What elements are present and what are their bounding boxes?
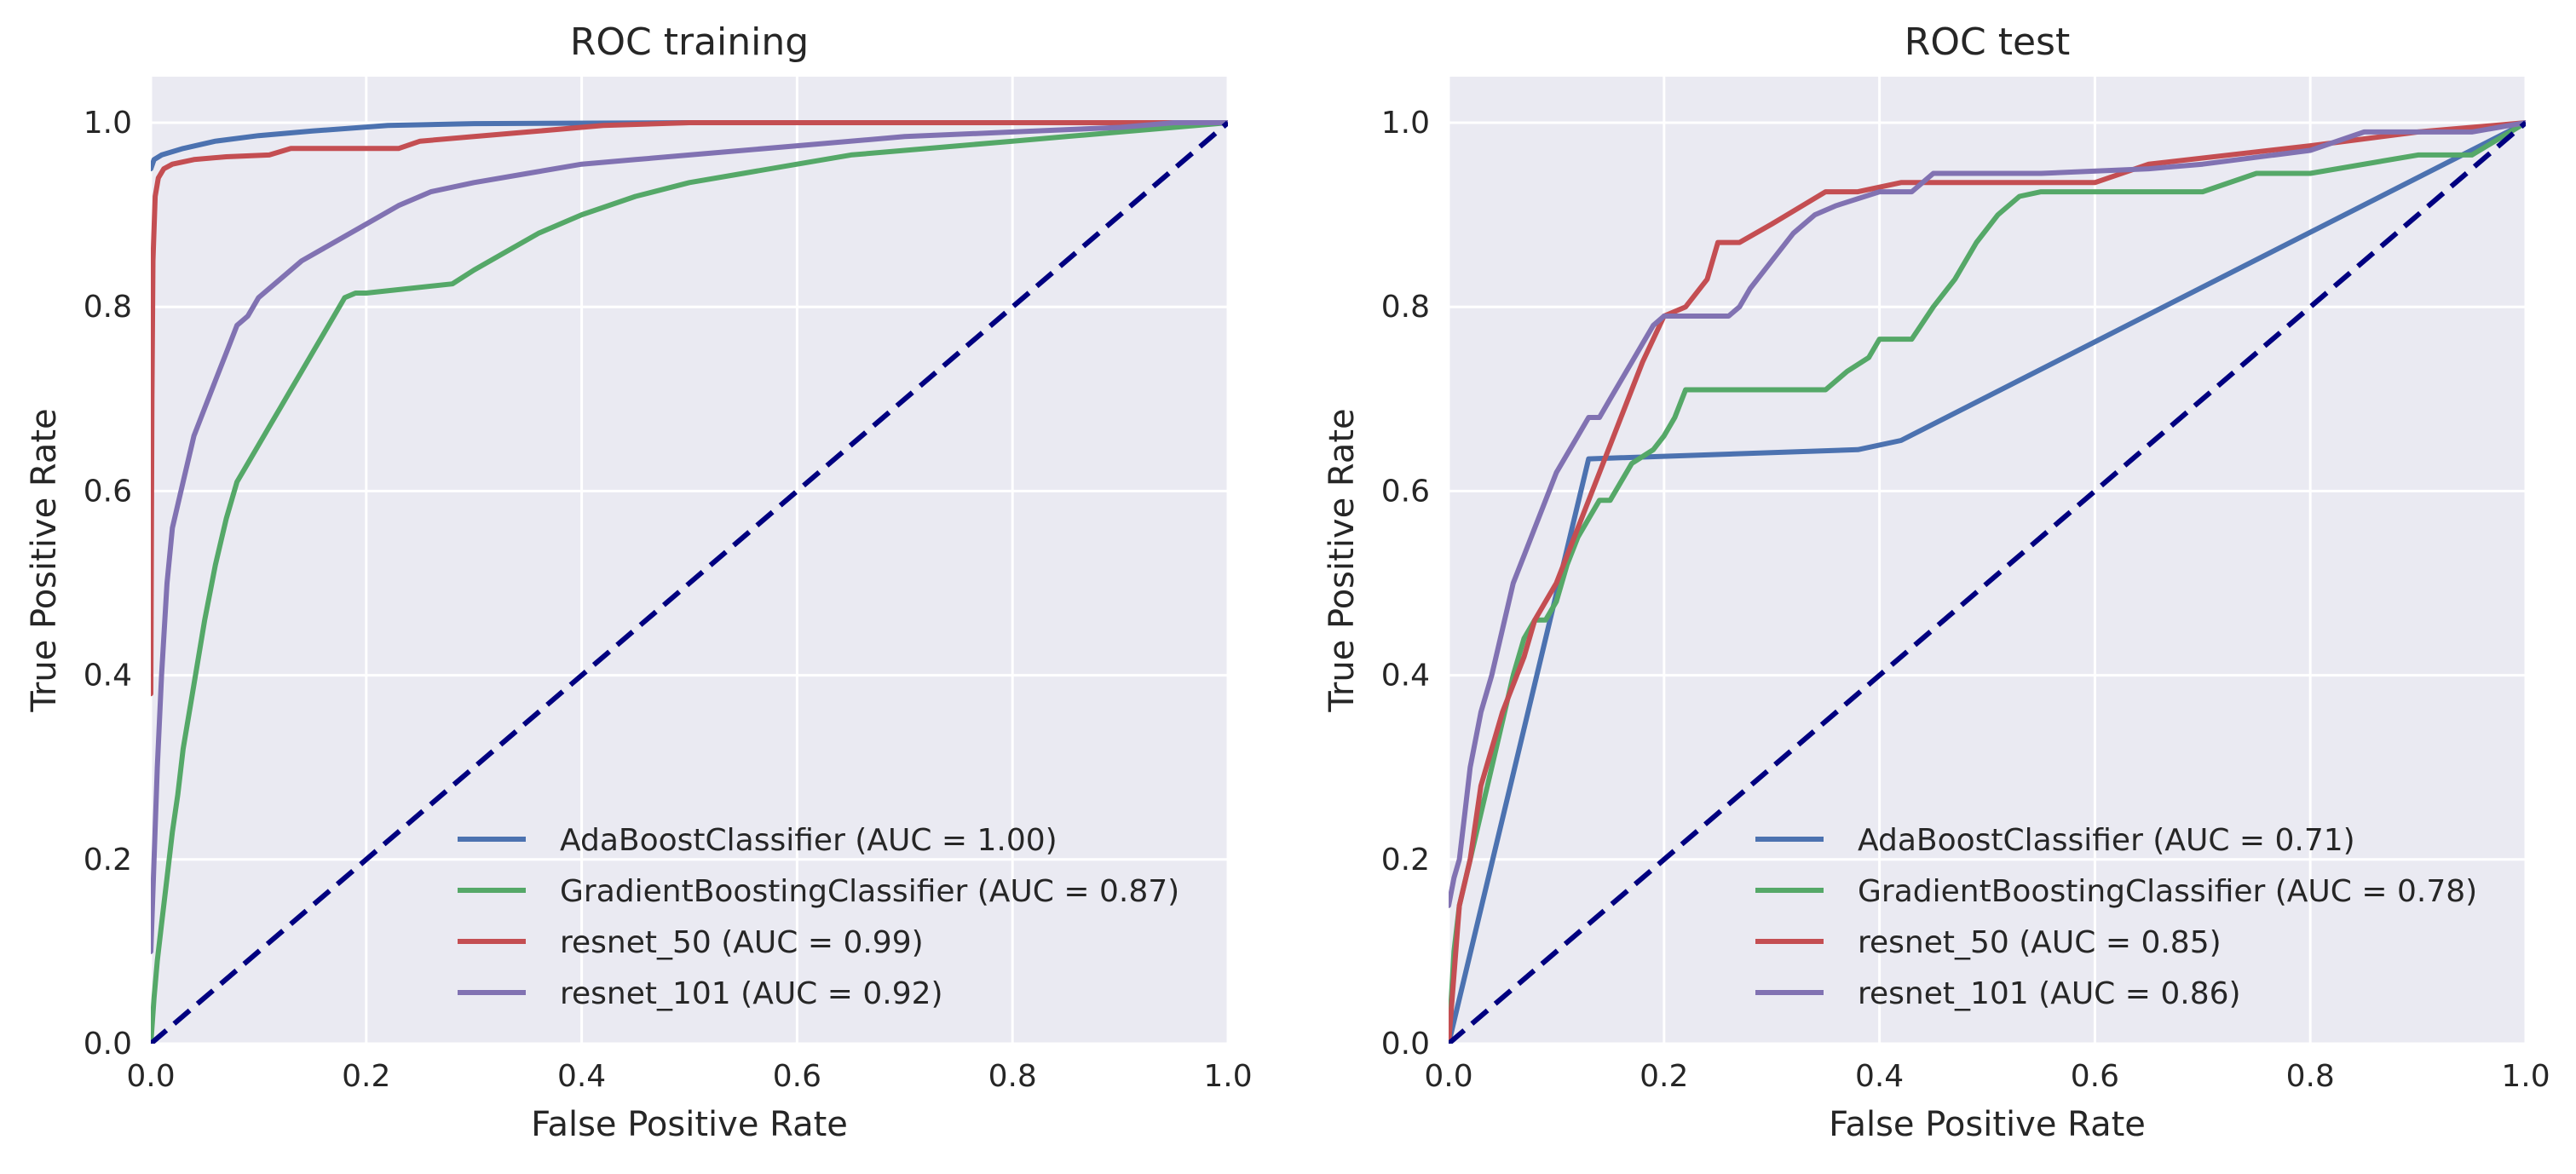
- plot-area: [1449, 77, 2526, 1044]
- legend-entry: resnet_50 (AUC = 0.85): [1858, 925, 2222, 960]
- roc-training-panel: 0.0 0.2 0.4 0.6 0.8 1.0 0.0 0.2 0.4 0.6 0.8 1.0 ROC…: [25, 20, 1253, 1144]
- y-axis-label: True Positive Rate: [25, 408, 64, 712]
- y-tick-label: 1.0: [84, 106, 132, 141]
- legend: AdaBoostClassifier (AUC = 0.71) GradientB…: [1755, 823, 2477, 1011]
- tick-labels: 0.0 0.2 0.4 0.6 0.8 1.0 0.0 0.2 0.4 0.6 0.8 1.0: [84, 106, 1253, 1094]
- y-axis-label: True Positive Rate: [1323, 408, 1362, 712]
- roc-test-panel: 0.0 0.2 0.4 0.6 0.8 1.0 0.0 0.2 0.4 0.6 0.8 1.0 ROC…: [1323, 20, 2550, 1144]
- plot-area: [151, 77, 1228, 1044]
- gridlines: [1447, 77, 2527, 1045]
- series-lines: [1449, 120, 2526, 1044]
- y-tick-label: 0.2: [1381, 843, 1430, 878]
- series-line: [151, 120, 1228, 697]
- y-tick-label: 0.0: [84, 1027, 132, 1062]
- x-tick-label: 1.0: [2501, 1059, 2550, 1094]
- series-line: [1449, 120, 2526, 1044]
- legend-entry: GradientBoostingClassifier (AUC = 0.78): [1858, 874, 2477, 909]
- legend-entry: resnet_50 (AUC = 0.99): [560, 925, 924, 960]
- chance-line: [151, 120, 1228, 1044]
- x-tick-label: 0.2: [1640, 1059, 1688, 1094]
- x-tick-label: 0.0: [126, 1059, 175, 1094]
- y-tick-label: 0.8: [1381, 290, 1430, 325]
- y-tick-label: 0.4: [84, 659, 132, 693]
- x-tick-label: 0.4: [1855, 1059, 1904, 1094]
- series-line: [151, 120, 1228, 172]
- y-tick-label: 0.6: [84, 474, 132, 509]
- legend: AdaBoostClassifier (AUC = 1.00) GradientB…: [458, 823, 1179, 1011]
- x-tick-label: 0.6: [773, 1059, 821, 1094]
- y-tick-label: 0.0: [1381, 1027, 1430, 1062]
- x-tick-label: 0.8: [2286, 1059, 2335, 1094]
- chart-title: ROC training: [570, 20, 809, 64]
- series-line: [1449, 120, 2526, 1044]
- series-line: [151, 120, 1228, 1044]
- chart-title: ROC test: [1905, 20, 2070, 64]
- x-tick-label: 0.2: [342, 1059, 390, 1094]
- x-tick-label: 0.0: [1424, 1059, 1472, 1094]
- tick-labels: 0.0 0.2 0.4 0.6 0.8 1.0 0.0 0.2 0.4 0.6 0.8 1.0: [1381, 106, 2550, 1094]
- y-tick-label: 0.2: [84, 843, 132, 878]
- y-tick-label: 0.8: [84, 290, 132, 325]
- series-lines: [151, 120, 1228, 1044]
- series-line: [151, 120, 1228, 954]
- y-tick-label: 0.4: [1381, 659, 1430, 693]
- chance-line: [1449, 120, 2526, 1044]
- x-axis-label: False Positive Rate: [1829, 1105, 2146, 1144]
- x-tick-label: 0.4: [557, 1059, 606, 1094]
- x-tick-label: 0.6: [2071, 1059, 2119, 1094]
- x-axis-label: False Positive Rate: [531, 1105, 848, 1144]
- legend-entry: resnet_101 (AUC = 0.86): [1858, 976, 2241, 1011]
- series-line: [1449, 120, 2526, 908]
- y-tick-label: 0.6: [1381, 474, 1430, 509]
- legend-entry: AdaBoostClassifier (AUC = 0.71): [1858, 823, 2355, 858]
- legend-entry: resnet_101 (AUC = 0.92): [560, 976, 943, 1011]
- legend-entry: GradientBoostingClassifier (AUC = 0.87): [560, 874, 1179, 909]
- legend-entry: AdaBoostClassifier (AUC = 1.00): [560, 823, 1057, 858]
- y-tick-label: 1.0: [1381, 106, 1430, 141]
- x-tick-label: 1.0: [1203, 1059, 1252, 1094]
- x-tick-label: 0.8: [988, 1059, 1037, 1094]
